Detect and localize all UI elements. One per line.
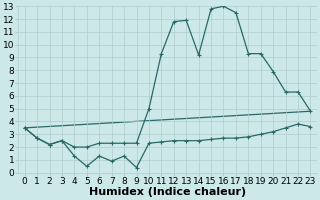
X-axis label: Humidex (Indice chaleur): Humidex (Indice chaleur)	[89, 187, 246, 197]
